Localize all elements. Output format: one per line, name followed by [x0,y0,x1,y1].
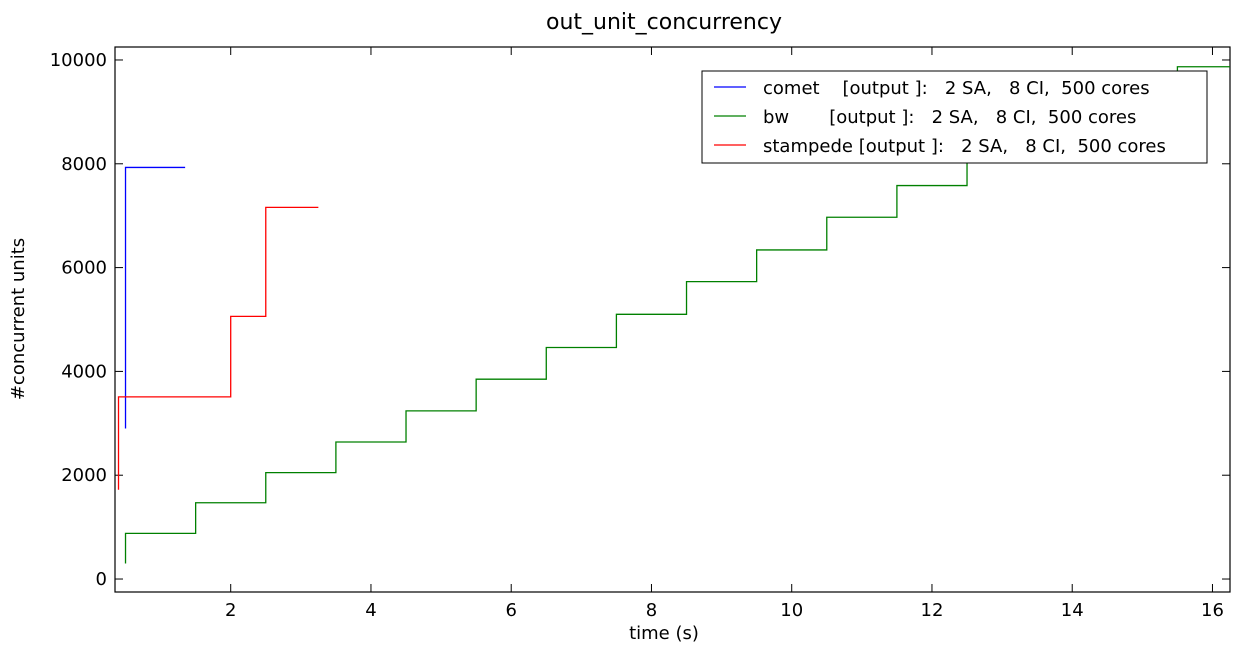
series-line-2 [117,206,319,490]
x-tick-label: 14 [1061,600,1084,621]
x-axis: 2 4 6 8 10 12 14 16 [225,47,1224,621]
x-tick-label: 16 [1201,600,1224,621]
x-tick-label: 2 [225,600,236,621]
x-tick-label: 12 [921,600,944,621]
x-tick-label: 8 [646,600,657,621]
legend: comet [output ]: 2 SA, 8 CI, 500 cores bw… [701,70,1208,164]
y-tick-label: 0 [96,569,107,590]
x-tick-label: 6 [505,600,516,621]
x-tick-label: 10 [780,600,803,621]
plot-area [114,46,1231,593]
chart-title: out_unit_concurrency [546,10,782,35]
plot-frame [114,46,1231,593]
y-tick-label: 10000 [50,50,107,71]
y-axis: 0 2000 4000 6000 8000 10000 [50,50,1230,590]
series-line-0 [124,166,186,429]
legend-entry: stampede [output ]: 2 SA, 8 CI, 500 core… [763,136,1166,157]
y-tick-label: 8000 [61,154,107,175]
y-tick-label: 4000 [61,361,107,382]
y-axis-label: #concurrent units [8,238,29,400]
legend-entry: comet [output ]: 2 SA, 8 CI, 500 cores [763,78,1150,99]
x-tick-label: 4 [365,600,376,621]
x-axis-label: time (s) [629,623,699,644]
y-tick-label: 2000 [61,465,107,486]
legend-entry: bw [output ]: 2 SA, 8 CI, 500 cores [763,107,1136,128]
legend-box [701,70,1208,164]
y-tick-label: 6000 [61,258,107,279]
